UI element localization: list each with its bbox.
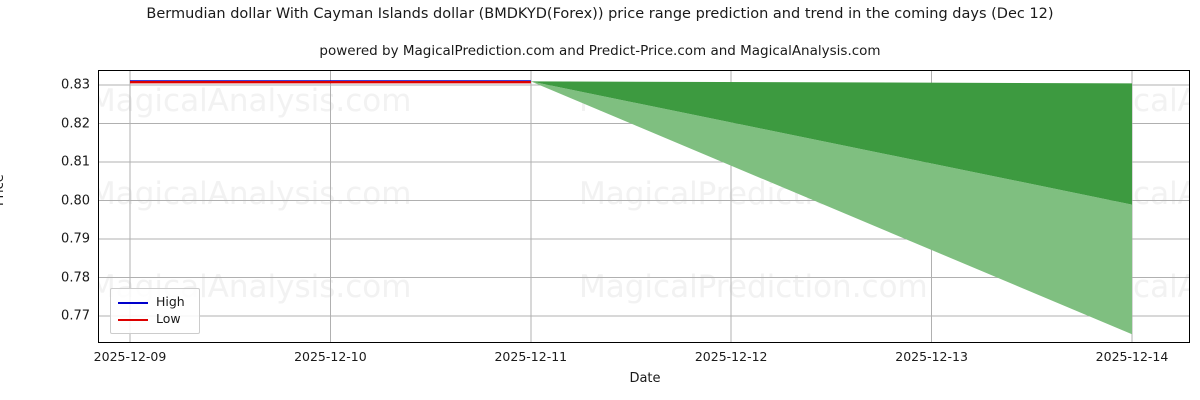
y-tick-label: 0.78 — [61, 270, 90, 286]
watermark-text: MagicalAnalysis.com — [99, 83, 411, 119]
y-tick-label: 0.79 — [61, 231, 90, 247]
x-axis-label: Date — [629, 371, 661, 386]
legend-item[interactable]: Low — [118, 311, 192, 328]
x-tick-label: 2025-12-12 — [694, 349, 768, 364]
y-tick-label: 0.80 — [61, 193, 90, 209]
y-tick-label: 0.82 — [61, 116, 90, 132]
legend-label: Low — [156, 311, 181, 327]
x-tick-label: 2025-12-14 — [1095, 349, 1169, 364]
y-tick-label: 0.83 — [61, 77, 90, 93]
x-tick-label: 2025-12-10 — [294, 349, 367, 364]
prediction-band-high — [530, 81, 1132, 205]
x-tick-label: 2025-12-09 — [93, 349, 167, 364]
plot-area: MagicalAnalysis.com MagicalPrediction.com… — [98, 70, 1190, 343]
y-tick-label: 0.81 — [61, 154, 90, 170]
legend-item[interactable]: High — [118, 294, 192, 311]
chart-title: Bermudian dollar With Cayman Islands dol… — [146, 6, 1054, 22]
legend-color-swatch — [118, 301, 148, 304]
x-tick-label: 2025-12-13 — [895, 349, 968, 364]
legend-color-swatch — [118, 318, 148, 321]
y-tick-label: 0.77 — [61, 308, 90, 324]
legend-label: High — [156, 294, 185, 310]
x-tick-label: 2025-12-11 — [494, 349, 568, 364]
plot-canvas: MagicalAnalysis.com MagicalPrediction.com… — [99, 71, 1189, 342]
chart-subtitle: powered by MagicalPrediction.com and Pre… — [319, 43, 881, 59]
y-axis-label: Price — [0, 174, 7, 206]
prediction-band-low — [530, 81, 1132, 335]
watermark-text: MagicalPrediction.com — [579, 269, 928, 305]
chart-legend[interactable]: High Low — [110, 288, 200, 334]
watermark-text: MagicalAnalysis.com — [99, 176, 411, 212]
